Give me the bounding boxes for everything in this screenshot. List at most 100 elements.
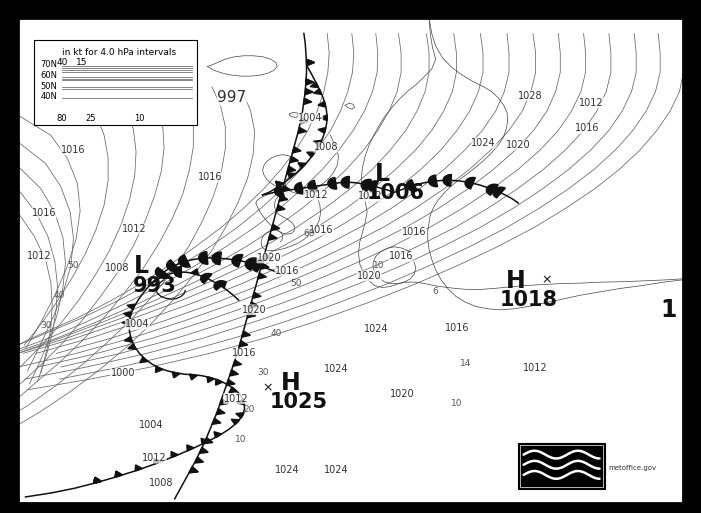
Text: 1004: 1004: [299, 113, 322, 123]
Polygon shape: [94, 478, 101, 483]
Text: 1012: 1012: [304, 190, 328, 200]
Polygon shape: [127, 304, 135, 310]
Text: 1028: 1028: [518, 90, 543, 101]
Polygon shape: [189, 374, 197, 380]
Polygon shape: [305, 88, 313, 95]
Polygon shape: [361, 180, 372, 191]
Text: 40: 40: [270, 328, 282, 338]
Polygon shape: [94, 478, 101, 483]
Polygon shape: [252, 292, 261, 299]
Polygon shape: [237, 399, 245, 405]
Polygon shape: [216, 379, 223, 385]
Polygon shape: [212, 252, 222, 265]
Polygon shape: [226, 380, 235, 386]
Text: 60N: 60N: [41, 71, 57, 80]
Text: 1016: 1016: [275, 266, 299, 276]
Polygon shape: [94, 478, 101, 483]
Polygon shape: [194, 457, 203, 463]
Polygon shape: [231, 419, 240, 425]
Text: 1016: 1016: [32, 208, 56, 218]
Text: 6: 6: [433, 287, 439, 297]
Polygon shape: [275, 185, 285, 197]
Polygon shape: [219, 399, 229, 405]
Polygon shape: [201, 438, 209, 444]
Text: 1012: 1012: [358, 191, 383, 202]
Text: 50: 50: [290, 279, 301, 288]
Polygon shape: [287, 166, 296, 172]
Text: ×: ×: [263, 382, 273, 395]
Text: 1016: 1016: [198, 172, 223, 182]
Polygon shape: [245, 258, 257, 270]
Text: 70N: 70N: [41, 61, 57, 69]
Text: 1016: 1016: [445, 323, 469, 333]
Text: 993: 993: [132, 275, 177, 295]
Polygon shape: [200, 273, 212, 283]
Polygon shape: [279, 195, 287, 202]
Text: 1020: 1020: [506, 140, 531, 150]
Polygon shape: [191, 269, 198, 275]
Polygon shape: [258, 273, 266, 279]
Bar: [520, 445, 603, 487]
Text: 60: 60: [304, 229, 315, 238]
Polygon shape: [122, 320, 130, 326]
Text: 50: 50: [67, 261, 79, 270]
Polygon shape: [189, 467, 198, 473]
Text: 1008: 1008: [313, 143, 338, 152]
Text: 1018: 1018: [500, 290, 558, 310]
Polygon shape: [298, 163, 306, 168]
Text: 30: 30: [257, 368, 268, 378]
Polygon shape: [214, 281, 226, 290]
Text: 1: 1: [660, 298, 677, 322]
Text: in kt for 4.0 hPa intervals: in kt for 4.0 hPa intervals: [62, 48, 176, 56]
Polygon shape: [465, 177, 475, 189]
Text: 20: 20: [243, 405, 255, 414]
Text: ×: ×: [541, 273, 552, 286]
Text: 997: 997: [217, 90, 247, 106]
Polygon shape: [171, 451, 178, 458]
Polygon shape: [230, 370, 238, 376]
Polygon shape: [428, 175, 437, 187]
Polygon shape: [300, 117, 308, 124]
Text: 1016: 1016: [309, 225, 334, 235]
Polygon shape: [290, 156, 299, 163]
Polygon shape: [247, 311, 256, 318]
Polygon shape: [128, 344, 136, 349]
Text: 1024: 1024: [324, 364, 348, 374]
Text: 50N: 50N: [41, 82, 57, 91]
Text: 15: 15: [76, 58, 88, 67]
Text: 1016: 1016: [402, 227, 426, 237]
Polygon shape: [239, 341, 247, 347]
Text: 1012: 1012: [27, 251, 52, 262]
Polygon shape: [156, 267, 170, 278]
Polygon shape: [313, 140, 322, 146]
Text: 1020: 1020: [257, 253, 282, 263]
Polygon shape: [252, 260, 264, 272]
Polygon shape: [204, 438, 213, 444]
Polygon shape: [154, 458, 161, 464]
Text: 40: 40: [53, 291, 64, 300]
Text: 1020: 1020: [44, 110, 69, 120]
Polygon shape: [229, 387, 237, 392]
Polygon shape: [174, 267, 182, 278]
Polygon shape: [318, 102, 326, 107]
Polygon shape: [311, 82, 318, 88]
Polygon shape: [306, 60, 315, 66]
Polygon shape: [320, 115, 327, 121]
Polygon shape: [207, 377, 215, 383]
Text: 1024: 1024: [275, 465, 299, 475]
Polygon shape: [172, 372, 180, 378]
Text: 1020: 1020: [242, 305, 266, 315]
Polygon shape: [271, 224, 280, 230]
Polygon shape: [275, 181, 284, 187]
Polygon shape: [156, 366, 163, 372]
Polygon shape: [268, 234, 277, 240]
Text: 10: 10: [374, 261, 385, 270]
Polygon shape: [294, 183, 304, 194]
Text: 1012: 1012: [579, 98, 604, 108]
Text: 1006: 1006: [367, 184, 425, 204]
Polygon shape: [139, 357, 148, 363]
Text: 1012: 1012: [142, 453, 166, 463]
Text: 30: 30: [41, 321, 52, 330]
Polygon shape: [493, 187, 505, 198]
Polygon shape: [341, 176, 349, 188]
